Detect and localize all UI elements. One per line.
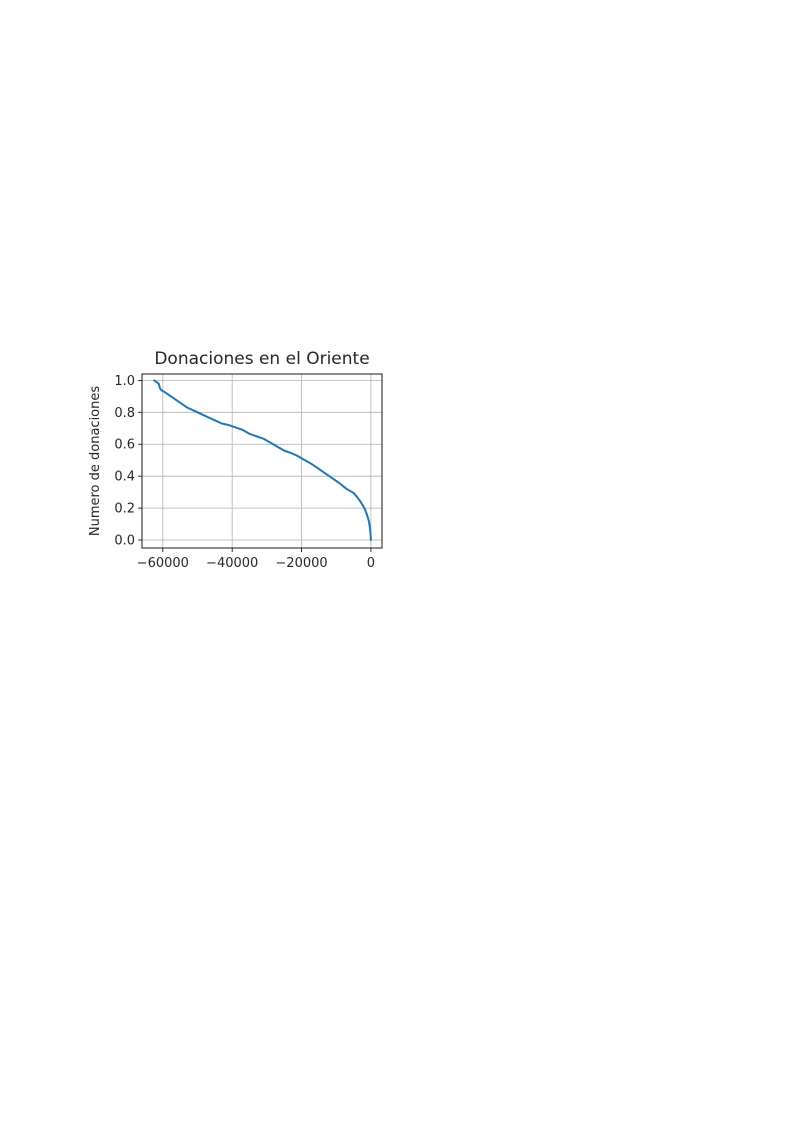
x-tick-label: −60000: [137, 556, 189, 571]
y-tick-label: 0.6: [114, 438, 135, 453]
x-tick-label: −40000: [206, 556, 258, 571]
chart-title: Donaciones en el Oriente: [154, 349, 369, 369]
series-layer: [153, 379, 372, 542]
x-axis: −60000 −40000 −20000 0: [137, 548, 375, 571]
y-tick-label: 0.4: [114, 470, 135, 485]
y-tick-label: 0.8: [114, 406, 135, 421]
x-tick-label: −20000: [275, 556, 327, 571]
x-tick-label: 0: [367, 556, 375, 571]
grid: [142, 374, 382, 548]
y-tick-label: 1.0: [114, 374, 135, 389]
y-axis-label: Numero de donaciones: [88, 386, 103, 537]
plot-frame: [141, 373, 383, 549]
series-line: [153, 379, 372, 542]
y-tick-label: 0.2: [114, 502, 135, 517]
y-tick-label: 0.0: [114, 534, 135, 549]
y-axis: 0.0 0.2 0.4 0.6 0.8 1.0: [114, 374, 142, 549]
